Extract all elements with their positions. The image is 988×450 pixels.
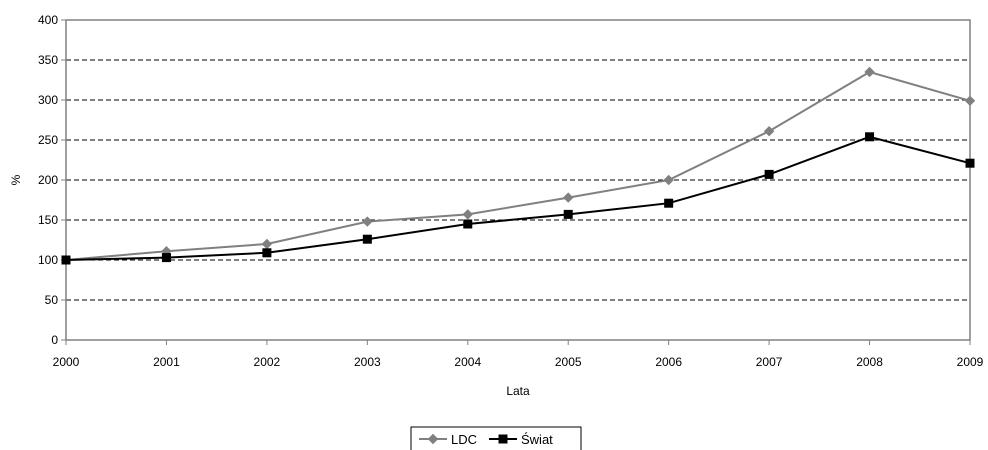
legend-label: Świat (521, 432, 553, 447)
y-tick-label: 250 (38, 133, 58, 147)
gridlines (66, 59, 970, 301)
data-point-Świat (865, 132, 875, 142)
legend: LDC Świat (410, 426, 582, 450)
data-point-Świat (664, 198, 674, 208)
x-tick-label: 2001 (153, 355, 180, 369)
y-tick-label: 150 (38, 213, 58, 227)
x-tick-label: 2006 (655, 355, 682, 369)
x-tick-label: 2009 (957, 355, 984, 369)
x-tick-label: 2004 (454, 355, 481, 369)
x-tick-label: 2003 (354, 355, 381, 369)
data-point-Świat (764, 169, 774, 179)
data-point-Świat (61, 255, 71, 265)
legend-marker-Świat (498, 434, 508, 444)
data-point-Świat (362, 234, 372, 244)
data-point-Świat (463, 219, 473, 229)
plot-area-border (65, 19, 971, 341)
data-point-LDC (864, 66, 875, 78)
data-point-LDC (362, 216, 373, 227)
data-point-LDC (261, 238, 273, 250)
data-point-Świat (563, 209, 573, 219)
data-point-LDC (462, 209, 473, 220)
y-tick-label: 50 (45, 293, 59, 307)
x-tick-label: 2008 (856, 355, 883, 369)
legend-marker-LDC (427, 433, 439, 445)
x-tick-label: 2000 (53, 355, 80, 369)
y-tick-label: 300 (38, 93, 58, 107)
data-point-LDC (763, 125, 775, 137)
data-point-LDC (964, 95, 976, 107)
x-tick-label: 2007 (756, 355, 783, 369)
data-point-Świat (965, 158, 975, 168)
legend-label: LDC (451, 432, 477, 447)
y-tick-label: 100 (38, 253, 58, 267)
y-tick-label: 400 (38, 13, 58, 27)
data-point-LDC (663, 174, 674, 186)
y-axis-title: % (9, 174, 23, 185)
x-tick-label: 2002 (254, 355, 281, 369)
y-tick-label: 0 (51, 333, 58, 347)
series-lines (60, 66, 976, 266)
data-point-LDC (563, 192, 574, 203)
series-line-Świat (65, 135, 971, 261)
data-point-Świat (161, 253, 171, 263)
axes: 0 50 100 150 200 250 300 350 400 2000 2001 2002 2003… (38, 13, 984, 369)
y-tick-label: 200 (38, 173, 58, 187)
series-line-LDC (65, 70, 971, 261)
y-tick-label: 350 (38, 53, 58, 67)
x-tick-label: 2005 (555, 355, 582, 369)
data-point-Świat (262, 248, 272, 258)
x-axis-title: Lata (506, 384, 530, 398)
